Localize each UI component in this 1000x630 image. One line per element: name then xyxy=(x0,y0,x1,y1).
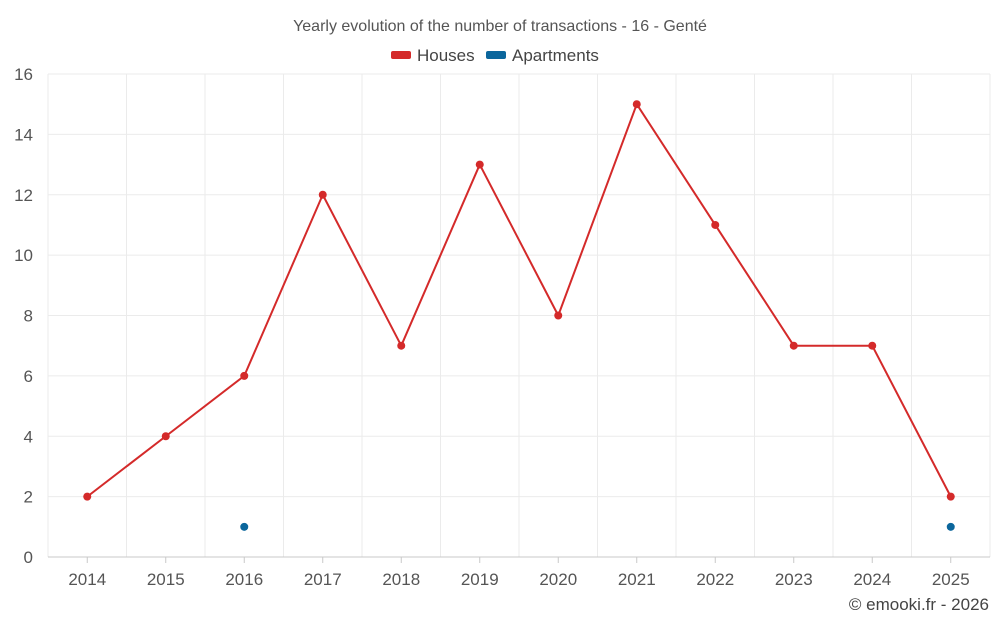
x-tick-label: 2024 xyxy=(853,570,891,589)
x-tick-label: 2016 xyxy=(225,570,263,589)
legend-swatch-apartments xyxy=(486,51,506,59)
series-line-houses xyxy=(86,103,952,498)
data-point-houses[interactable]: Houses 2018: 7 xyxy=(397,341,406,350)
data-point-apartments[interactable]: Apartments 2025: 1 xyxy=(946,522,955,531)
data-point-houses[interactable]: Houses 2014: 2 xyxy=(83,492,92,501)
legend-item-houses[interactable]: Houses xyxy=(391,46,475,65)
y-tick-label: 8 xyxy=(24,307,33,326)
legend-label-apartments: Apartments xyxy=(512,46,599,65)
x-tick-label: 2015 xyxy=(147,570,185,589)
x-tick-label: 2022 xyxy=(696,570,734,589)
legend: Houses Apartments xyxy=(391,46,599,65)
data-point-houses[interactable]: Houses 2019: 13 xyxy=(475,160,484,169)
credit-text: © emooki.fr - 2026 xyxy=(849,595,989,614)
x-tick-label: 2014 xyxy=(68,570,106,589)
x-tick-label: 2025 xyxy=(932,570,970,589)
grid xyxy=(47,73,991,557)
data-point-houses[interactable]: Houses 2023: 7 xyxy=(789,341,798,350)
data-point-apartments[interactable]: Apartments 2016: 1 xyxy=(240,522,249,531)
legend-label-houses: Houses xyxy=(417,46,475,65)
data-point-houses[interactable]: Houses 2022: 11 xyxy=(711,220,720,229)
y-tick-label: 2 xyxy=(24,488,33,507)
data-point-houses[interactable]: Houses 2020: 8 xyxy=(554,311,563,320)
x-tick-label: 2017 xyxy=(304,570,342,589)
y-tick-label: 4 xyxy=(24,427,33,446)
chart-title: Yearly evolution of the number of transa… xyxy=(293,18,707,35)
data-point-houses[interactable]: Houses 2015: 4 xyxy=(161,432,170,441)
y-tick-label: 10 xyxy=(14,246,33,265)
y-tick-label: 12 xyxy=(14,186,33,205)
data-point-houses[interactable]: Houses 2024: 7 xyxy=(868,341,877,350)
x-tick-label: 2023 xyxy=(775,570,813,589)
y-tick-label: 16 xyxy=(14,65,33,84)
data-point-houses[interactable]: Houses 2017: 12 xyxy=(318,190,327,199)
axes: 0 2 4 6 8 10 12 14 16 2014 2015 2016 2017 2018 2019 202… xyxy=(14,65,990,589)
legend-swatch-houses xyxy=(391,51,411,59)
y-tick-label: 0 xyxy=(24,548,33,567)
x-tick-label: 2018 xyxy=(382,570,420,589)
y-tick-label: 6 xyxy=(24,367,33,386)
data-point-houses[interactable]: Houses 2016: 6 xyxy=(240,371,249,380)
legend-item-apartments[interactable]: Apartments xyxy=(486,46,599,65)
data-point-houses[interactable]: Houses 2025: 2 xyxy=(946,492,955,501)
data-point-houses[interactable]: Houses 2021: 15 xyxy=(632,100,641,109)
x-tick-label: 2020 xyxy=(539,570,577,589)
x-tick-label: 2019 xyxy=(461,570,499,589)
x-tick-label: 2021 xyxy=(618,570,656,589)
y-tick-label: 14 xyxy=(14,125,33,144)
series: Houses 2014: 2 Houses 2015: 4 Houses 2016:… xyxy=(83,100,955,531)
